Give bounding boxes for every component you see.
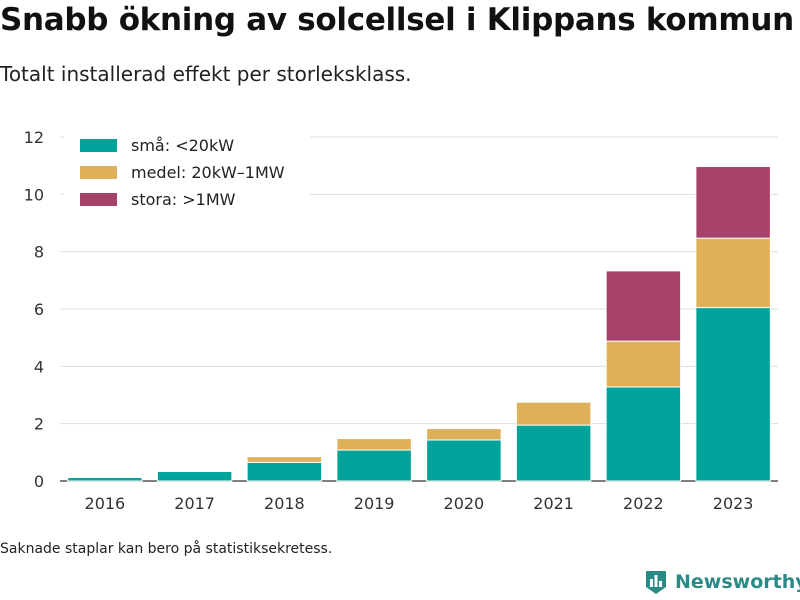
legend-swatch [80, 166, 117, 179]
legend-swatch [80, 139, 117, 152]
y-tick-label: 0 [34, 472, 44, 491]
bar-segment [605, 270, 682, 342]
legend-swatch [80, 193, 117, 206]
chart-title: Snabb ökning av solcellsel i Klippans ko… [0, 2, 794, 38]
bar-segment [426, 428, 502, 441]
bar-segment [426, 439, 502, 482]
bar-segment [605, 340, 682, 388]
x-tick-label: 2016 [85, 494, 126, 513]
y-axis-tick-labels: 0 2 4 6 8 10 12 [24, 128, 44, 491]
x-axis-tick-labels: 2016 2017 2018 2019 2020 2021 2022 2023 [85, 494, 754, 513]
y-tick-label: 10 [24, 185, 44, 204]
x-tick-label: 2019 [354, 494, 395, 513]
bar-chart-icon [646, 571, 666, 594]
x-tick-label: 2017 [174, 494, 215, 513]
x-tick-label: 2018 [264, 494, 305, 513]
bar-segment [515, 401, 592, 426]
bar-segment [695, 237, 771, 309]
legend-label: medel: 20kW–1MW [131, 163, 285, 182]
y-tick-label: 2 [34, 415, 44, 434]
chart-subtitle: Totalt installerad effekt per storlekskl… [0, 62, 412, 86]
y-tick-label: 12 [24, 128, 44, 147]
y-tick-label: 6 [34, 300, 44, 319]
bar-segment [336, 449, 412, 482]
x-tick-label: 2021 [533, 494, 574, 513]
newsworthy-logo: Newsworthy [644, 569, 800, 595]
y-tick-label: 4 [34, 357, 44, 376]
bar-segment [515, 424, 592, 482]
x-tick-label: 2022 [623, 494, 664, 513]
bars [67, 166, 771, 482]
legend-label: små: <20kW [131, 136, 234, 155]
bar-segment [67, 477, 143, 482]
bar-segment [246, 461, 323, 482]
bar-segment [336, 438, 412, 451]
bar-segment [695, 307, 771, 482]
legend: små: <20kW medel: 20kW–1MW stora: >1MW [64, 132, 310, 216]
bar-segment [156, 471, 233, 482]
brand-name: Newsworthy [675, 571, 800, 593]
x-tick-label: 2020 [444, 494, 485, 513]
y-tick-label: 8 [34, 243, 44, 262]
legend-label: stora: >1MW [131, 190, 236, 209]
bar-segment [605, 386, 682, 482]
footnote: Saknade staplar kan bero på statistiksek… [0, 541, 333, 557]
bar-segment [695, 166, 771, 239]
x-tick-label: 2023 [713, 494, 754, 513]
bar-segment [246, 456, 323, 463]
